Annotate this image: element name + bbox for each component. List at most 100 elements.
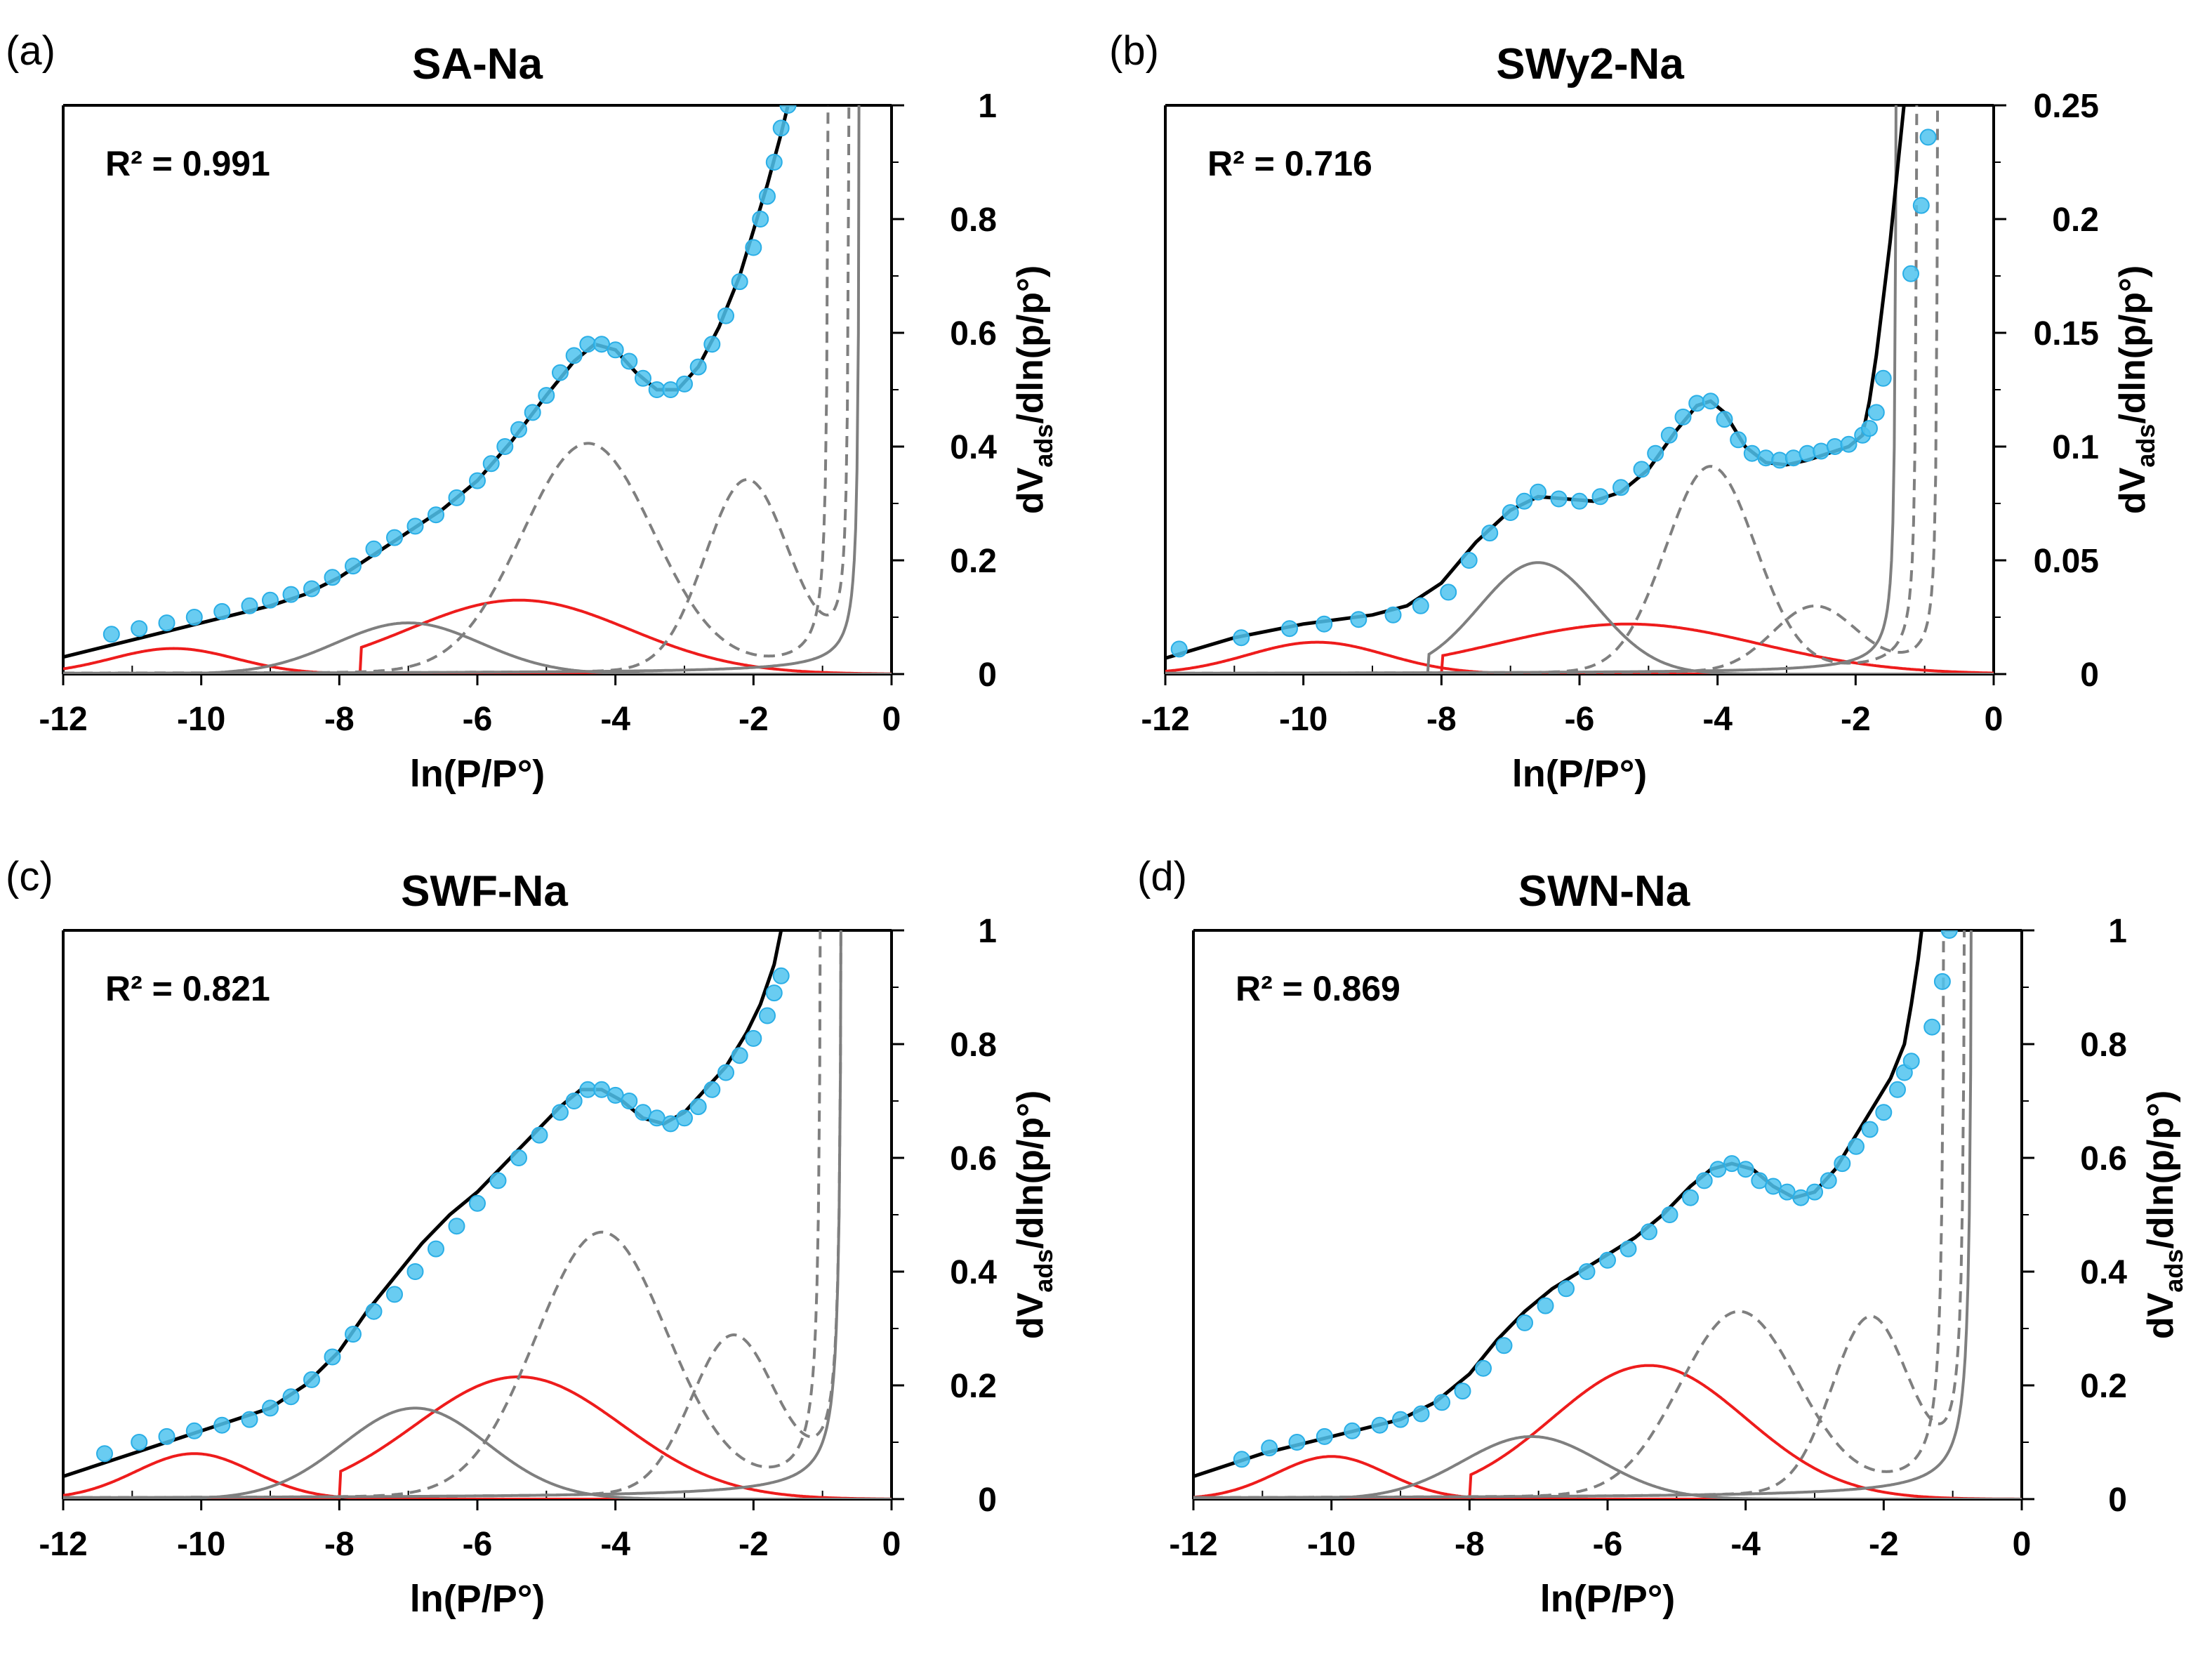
data-point (510, 1149, 527, 1166)
x-tick-label: 0 (2013, 1526, 2032, 1563)
x-axis-title: ln(P/P°) (1540, 1578, 1676, 1620)
y-tick-label: 0.2 (2052, 202, 2099, 239)
x-tick-label: -8 (1426, 701, 1457, 738)
y-axis-title: dVads/dln(p/p°) (1010, 265, 1058, 514)
gray-solid-asymptote-curve (1165, 105, 1898, 674)
data-point (745, 1029, 762, 1047)
data-point (1384, 606, 1402, 624)
data-point (676, 1109, 693, 1127)
y-tick-label: 0.6 (2080, 1140, 2127, 1178)
x-tick-label: -12 (1141, 701, 1189, 738)
data-point (1661, 1206, 1678, 1223)
data-point (1933, 972, 1951, 990)
panel-label: (d) (1137, 854, 1187, 899)
data-point (1867, 404, 1885, 421)
data-point (1874, 369, 1892, 387)
data-point (158, 1427, 175, 1445)
data-point (1902, 1053, 1920, 1070)
data-point (779, 105, 797, 114)
data-point (1460, 552, 1478, 569)
plot-area (63, 930, 892, 1499)
data-point (496, 438, 514, 455)
panel-label: (c) (6, 854, 53, 899)
y-tick-label: 0.05 (2034, 543, 2099, 580)
y-tick-label: 0.8 (950, 1027, 997, 1064)
data-point (1889, 1081, 1906, 1098)
y-tick-label: 0.2 (950, 543, 997, 580)
data-point (131, 1434, 148, 1451)
data-point (1834, 1155, 1851, 1173)
data-point (469, 472, 486, 489)
red-component-curve (63, 1375, 892, 1499)
data-point (213, 1416, 231, 1434)
data-point (96, 1445, 113, 1463)
data-point (1826, 438, 1843, 455)
data-point (1695, 1172, 1713, 1189)
y-tick-label: 0.4 (950, 1254, 997, 1291)
data-point (703, 1081, 721, 1098)
data-point (1861, 420, 1878, 437)
y-axis-title-main: dV (1010, 1292, 1051, 1339)
data-point (365, 1303, 383, 1320)
y-tick-label: 1 (978, 913, 997, 950)
data-point (1433, 1394, 1450, 1411)
data-point (717, 307, 734, 324)
data-point (752, 211, 769, 228)
data-point (1633, 461, 1650, 478)
data-point (1412, 1405, 1430, 1423)
data-point (731, 1047, 748, 1064)
y-axis-title-sub: ads (1029, 424, 1058, 468)
data-point (593, 336, 610, 353)
data-point (241, 597, 258, 614)
data-point (635, 1104, 651, 1121)
data-point (759, 187, 776, 205)
data-point (1261, 1439, 1278, 1457)
x-tick-label: -2 (739, 701, 769, 738)
data-point (428, 1240, 444, 1258)
data-point (1702, 393, 1719, 410)
data-point (324, 1348, 341, 1366)
y-axis-title-sub: ads (2159, 1249, 2188, 1293)
data-point (565, 1093, 583, 1109)
data-point (241, 1411, 258, 1428)
y-axis-title-main: dV (1010, 467, 1051, 514)
y-tick-label: 0 (2108, 1482, 2127, 1519)
y-axis-title-rest: /dln(p/p°) (2112, 265, 2153, 424)
red-component-curve (1193, 1364, 2022, 1499)
data-point (1940, 930, 1958, 939)
data-point (428, 506, 444, 524)
x-axis-title: ln(P/P°) (410, 1578, 545, 1620)
r-squared-annotation: R² = 0.869 (1236, 969, 1400, 1008)
data-point (262, 1399, 279, 1417)
x-tick-label: -12 (39, 1526, 87, 1563)
data-point (759, 1007, 776, 1024)
data-point (303, 580, 320, 598)
total-fit-curve (63, 930, 783, 1478)
red-component-curve (63, 598, 892, 674)
data-point (1660, 426, 1678, 444)
data-point (262, 591, 279, 609)
data-point (1516, 492, 1533, 510)
x-tick-label: -4 (1702, 701, 1733, 738)
y-tick-label: 0.1 (2052, 429, 2099, 466)
y-tick-label: 0.8 (2080, 1027, 2127, 1064)
panel-label: (b) (1109, 28, 1159, 74)
data-point (552, 364, 569, 381)
data-point (1682, 1189, 1699, 1206)
data-point (1730, 431, 1747, 449)
x-tick-label: -6 (1565, 701, 1595, 738)
total-fit-curve (1165, 105, 1906, 660)
data-point (772, 119, 790, 137)
panel-b: (b) SWy2-Na -12 -10 -8 -6 -4 -2 0 0 0.05 0.1 0.15 0… (1109, 28, 2160, 795)
data-point (731, 273, 748, 291)
data-point (1820, 1172, 1837, 1189)
x-tick-label: -4 (1730, 1526, 1761, 1563)
panel-label: (a) (6, 28, 55, 74)
data-point (1765, 1178, 1782, 1195)
y-axis-title-main: dV (2140, 1292, 2181, 1339)
data-point (448, 1218, 465, 1235)
data-point (1550, 490, 1568, 508)
x-tick-label: -10 (1279, 701, 1327, 738)
chart-title: SWy2-Na (1496, 40, 1684, 88)
data-point (1737, 1161, 1754, 1178)
